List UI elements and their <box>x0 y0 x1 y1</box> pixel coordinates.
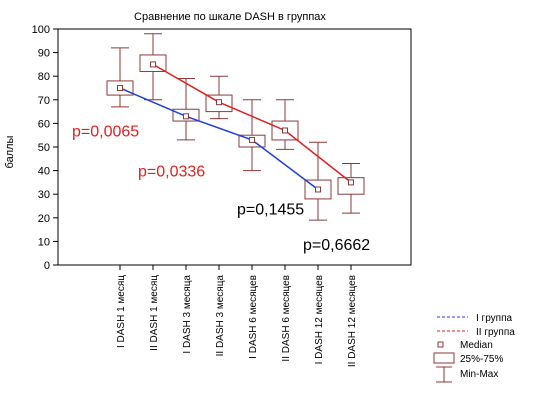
iqr-box <box>172 108 200 122</box>
median-marker <box>183 113 189 120</box>
y-tick-label: 80 <box>38 71 50 83</box>
legend-series1-label: I группа <box>476 313 512 324</box>
x-tick-label: II DASH 12 месяцев <box>347 275 358 367</box>
chart-title: Сравнение по шкале DASH в группах <box>134 11 326 23</box>
y-tick-label: 70 <box>38 95 50 107</box>
median-marker <box>315 186 321 193</box>
iqr-box <box>238 134 266 148</box>
legend-median-marker <box>437 341 444 348</box>
iqr-box <box>139 54 167 72</box>
median-marker <box>216 99 222 106</box>
y-tick-label: 20 <box>38 213 50 225</box>
y-tick-label: 90 <box>38 48 50 60</box>
median-marker <box>282 127 288 134</box>
plot-area <box>57 28 412 266</box>
y-tick-label: 60 <box>38 118 50 130</box>
x-tick-label: II DASH 6 месяцев <box>281 275 292 362</box>
iqr-box <box>337 177 365 195</box>
p-value-label: p=0,0336 <box>138 164 205 181</box>
iqr-box <box>205 94 233 113</box>
box-plot-group <box>106 33 365 221</box>
y-axis: 0 10 20 30 40 50 60 70 80 90 100 <box>32 24 58 272</box>
y-tick-label: 30 <box>38 189 50 201</box>
y-tick-label: 0 <box>44 260 50 272</box>
x-tick-label: I DASH 12 месяцев <box>314 275 325 364</box>
y-tick-label: 40 <box>38 166 50 178</box>
x-tick-label: II DASH 1 месяц <box>149 275 160 351</box>
y-tick-label: 100 <box>32 24 50 36</box>
legend: I группа II группа Median 25%-75% Min-Ma… <box>433 313 515 383</box>
series-line <box>119 87 319 191</box>
x-tick-label: I DASH 3 месяца <box>182 275 193 354</box>
median-markers <box>117 61 354 193</box>
p-value-annotations: p=0,0065 p=0,0336 p=0,1455 p=0,6662 <box>72 123 370 253</box>
x-axis: I DASH 1 месяц II DASH 1 месяц I DASH 3 ме… <box>116 265 358 367</box>
legend-box-label: 25%-75% <box>460 354 503 365</box>
median-marker <box>150 61 156 68</box>
series-lines <box>119 63 352 191</box>
x-tick-label: I DASH 6 месяцев <box>248 275 259 359</box>
p-value-label: p=0,1455 <box>237 201 304 218</box>
p-value-label: p=0,0065 <box>72 123 139 140</box>
median-marker <box>117 85 123 91</box>
median-marker <box>348 179 354 186</box>
legend-median-label: Median <box>460 340 493 351</box>
x-tick-label: II DASH 3 месяца <box>215 275 226 357</box>
x-tick-label: I DASH 1 месяц <box>116 275 127 348</box>
legend-series2-label: II группа <box>476 327 515 338</box>
y-tick-label: 50 <box>38 142 50 154</box>
y-axis-label: баллы <box>4 135 16 168</box>
p-value-label: p=0,6662 <box>303 237 370 254</box>
y-tick-label: 10 <box>38 236 50 248</box>
iqr-box <box>106 80 134 96</box>
series-line <box>152 63 352 183</box>
legend-box-marker <box>433 352 455 364</box>
iqr-box <box>304 179 332 200</box>
iqr-box <box>271 120 299 141</box>
median-marker <box>249 136 255 143</box>
legend-whisker-label: Min-Max <box>460 369 498 380</box>
